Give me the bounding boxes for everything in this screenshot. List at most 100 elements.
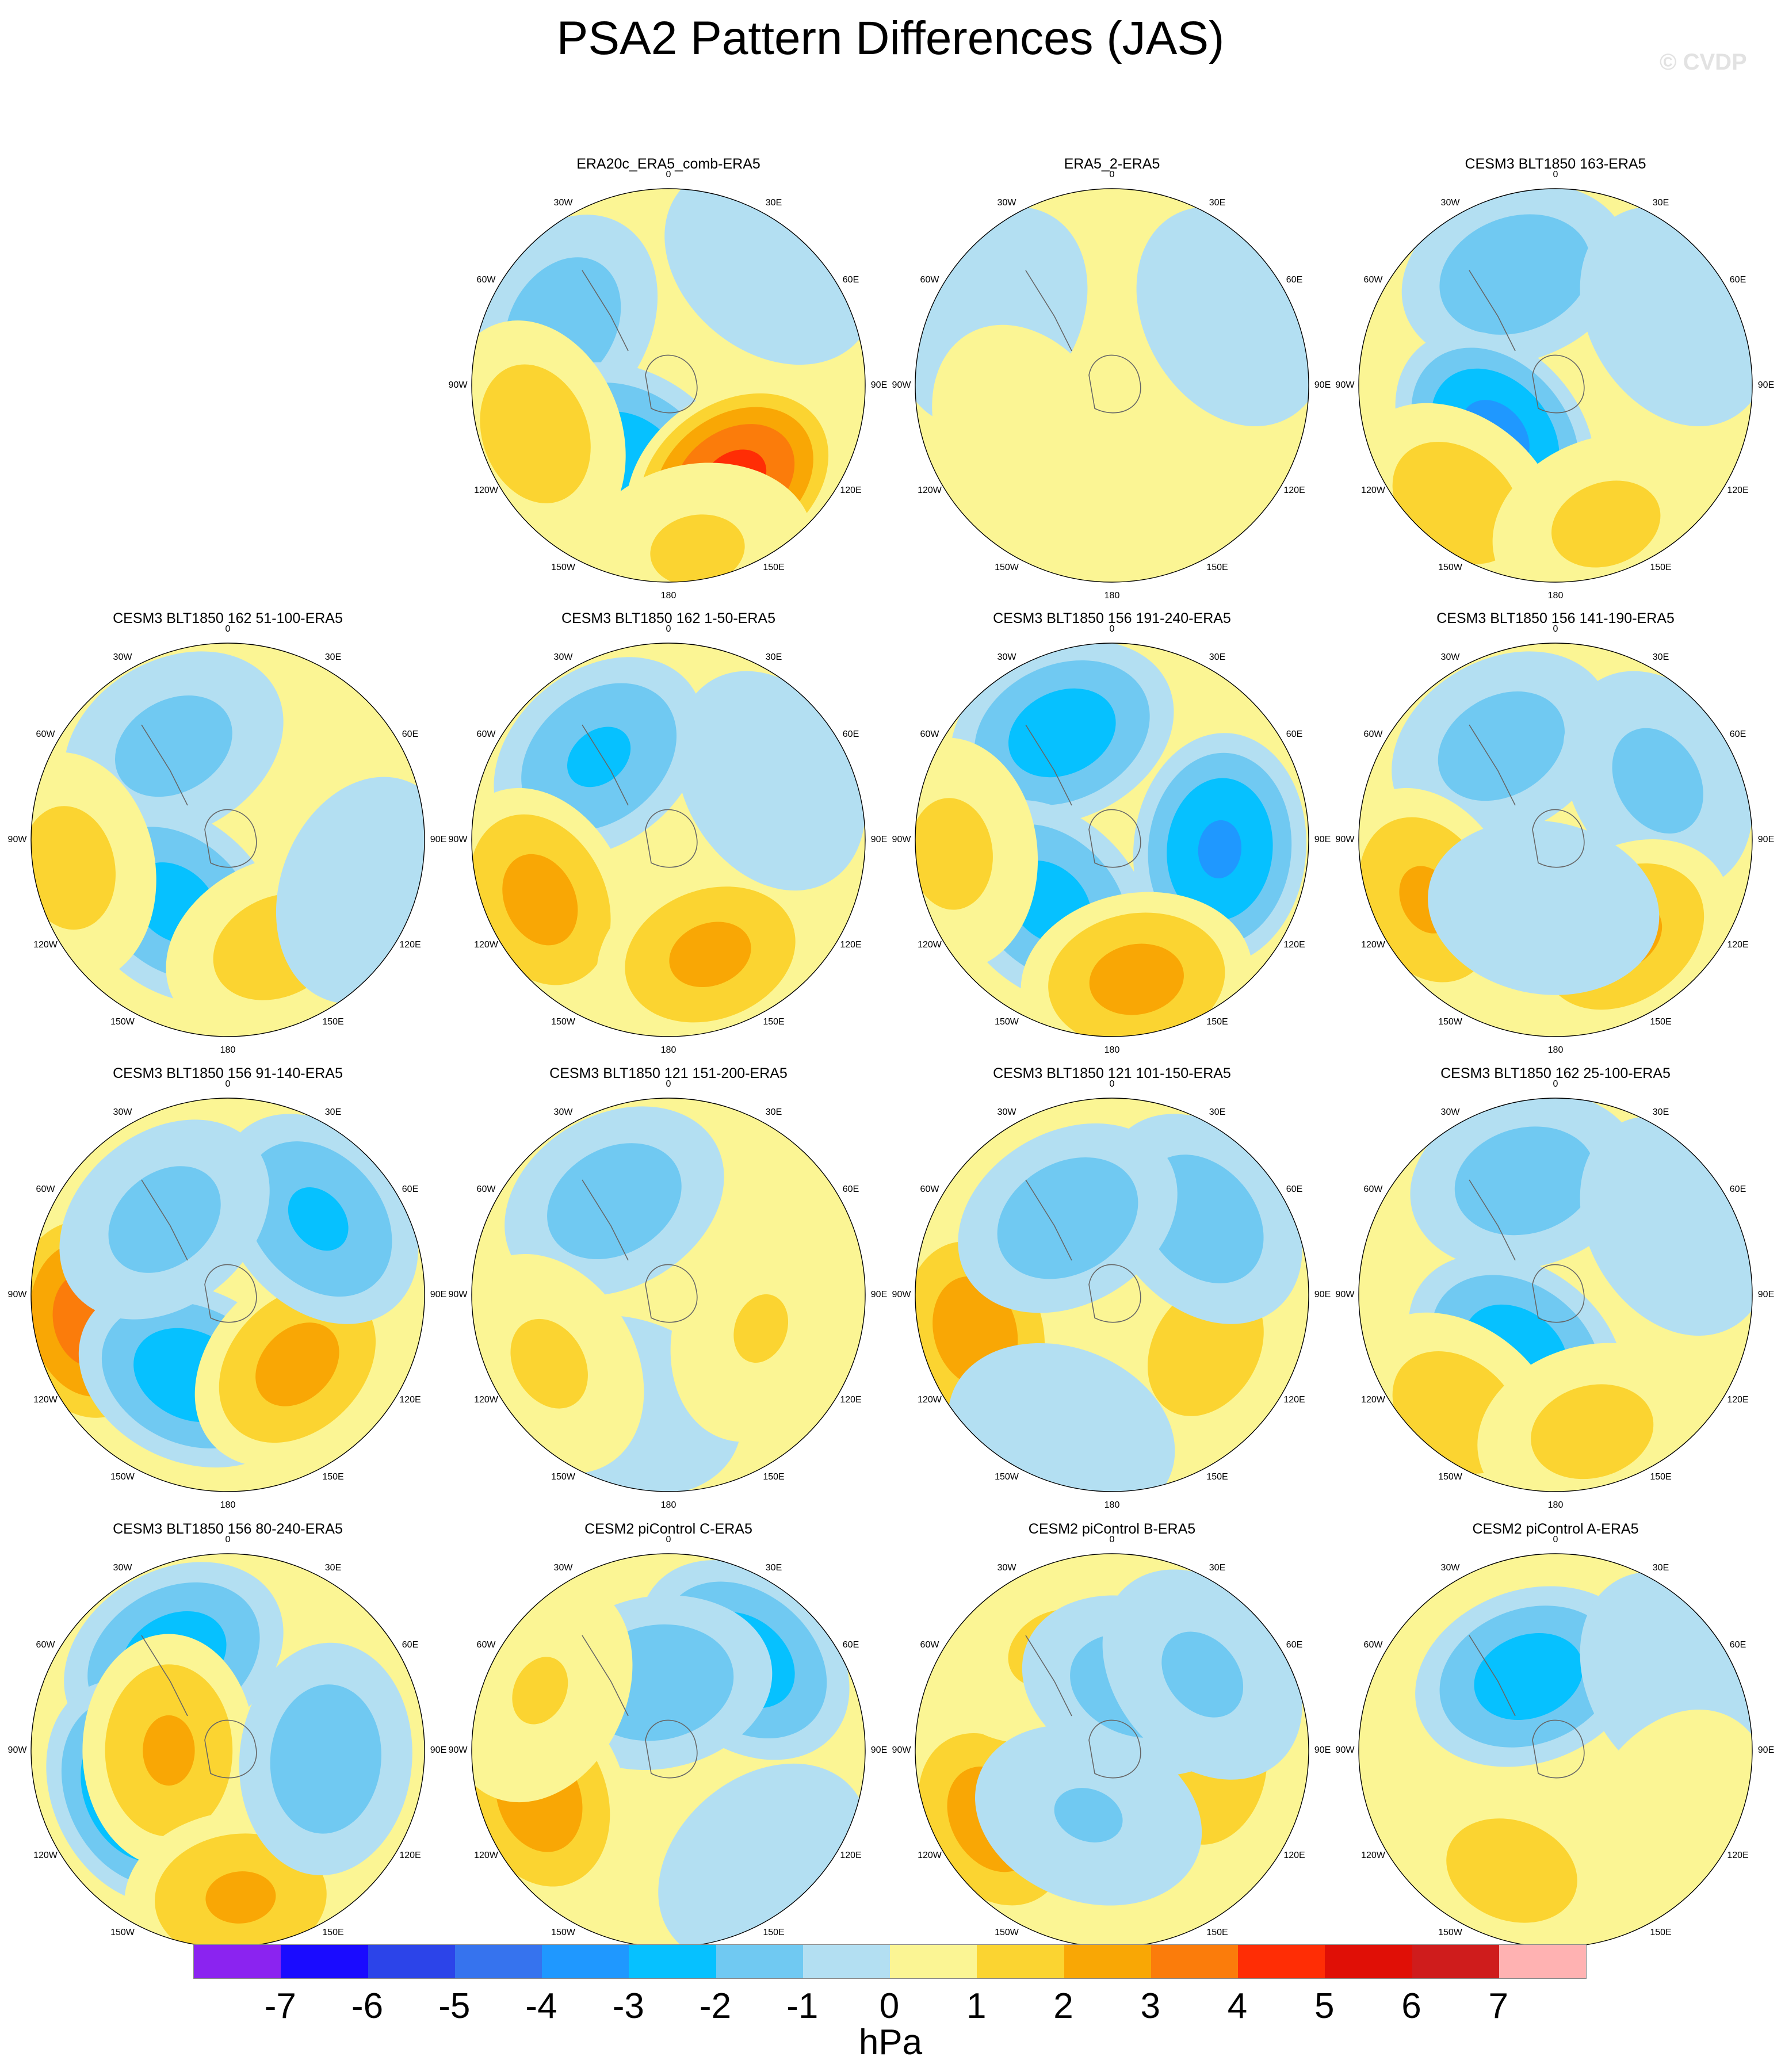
longitude-label: 150W — [110, 1472, 135, 1482]
longitude-label: 150W — [1438, 1928, 1462, 1937]
colorbar-tick-label: 1 — [966, 1986, 987, 2026]
longitude-label: 180 — [220, 1045, 236, 1055]
longitude-label: 0 — [666, 170, 671, 179]
map-border — [471, 1098, 866, 1492]
longitude-label: 120E — [840, 1395, 862, 1405]
colorbar-swatch — [1238, 1945, 1325, 1978]
antarctica-coastline — [1088, 1719, 1141, 1779]
longitude-label: 120E — [1283, 1395, 1305, 1405]
map-border — [471, 188, 866, 583]
polar-map — [471, 1553, 866, 1948]
longitude-label: 30E — [324, 652, 342, 662]
longitude-label: 150E — [763, 563, 785, 572]
contour-fill — [932, 324, 1122, 545]
longitude-label: 90W — [448, 835, 468, 844]
page-title: PSA2 Pattern Differences (JAS) — [556, 12, 1225, 64]
longitude-label: 90W — [7, 1290, 27, 1299]
longitude-label: 90W — [448, 1745, 468, 1755]
longitude-label: 120W — [918, 940, 942, 950]
longitude-label: 30W — [997, 198, 1016, 208]
longitude-label: 30E — [765, 1107, 782, 1117]
longitude-label: 0 — [1553, 1079, 1558, 1089]
longitude-label: 150E — [1650, 1017, 1672, 1027]
longitude-label: 90E — [430, 1745, 447, 1755]
longitude-label: 30E — [1652, 198, 1669, 208]
antarctica-coastline — [1088, 1264, 1141, 1323]
longitude-label: 120W — [918, 1395, 942, 1405]
longitude-label: 150W — [995, 1017, 1019, 1027]
contour-fill — [547, 1143, 682, 1259]
polar-map — [915, 1553, 1309, 1948]
longitude-label: 180 — [660, 1045, 677, 1055]
longitude-label: 60E — [842, 1640, 859, 1650]
longitude-label: 60E — [402, 1640, 419, 1650]
contour-fill — [480, 364, 591, 503]
longitude-label: 150W — [110, 1017, 135, 1027]
longitude-label: 60W — [36, 1640, 55, 1650]
longitude-label: 90E — [1314, 1745, 1331, 1755]
longitude-label: 180 — [1547, 591, 1564, 601]
south-america-coastline — [1469, 724, 1516, 806]
south-america-coastline — [141, 1179, 188, 1261]
longitude-label: 90W — [1335, 1745, 1355, 1755]
longitude-label: 150W — [995, 563, 1019, 572]
longitude-label: 90E — [1314, 1290, 1331, 1299]
longitude-label: 90W — [892, 380, 911, 390]
map-border — [30, 643, 425, 1037]
contour-fill — [31, 806, 116, 930]
panel-title: CESM3 BLT1850 163-ERA5 — [1465, 156, 1646, 172]
longitude-label: 30W — [997, 1107, 1016, 1117]
longitude-label: 120W — [474, 940, 498, 950]
longitude-label: 120E — [840, 485, 862, 495]
longitude-label: 120W — [1361, 1851, 1385, 1860]
longitude-label: 0 — [666, 1079, 671, 1089]
panel-title: CESM3 BLT1850 156 191-240-ERA5 — [993, 610, 1231, 626]
longitude-label: 30W — [1440, 1563, 1460, 1573]
longitude-label: 60W — [476, 1184, 496, 1194]
polar-map — [915, 643, 1309, 1037]
panel-title: CESM2 piControl B-ERA5 — [1028, 1521, 1196, 1537]
longitude-label: 120W — [1361, 940, 1385, 950]
polar-map — [1358, 188, 1753, 583]
colorbar-swatch — [542, 1945, 629, 1978]
longitude-label: 150E — [1650, 563, 1672, 572]
contour-fill — [510, 1318, 588, 1409]
map-border — [30, 1098, 425, 1492]
longitude-label: 120E — [840, 1851, 862, 1860]
longitude-label: 90W — [1335, 835, 1355, 844]
antarctica-coastline — [1088, 809, 1141, 868]
longitude-label: 30W — [553, 1107, 573, 1117]
longitude-label: 150E — [1206, 1472, 1228, 1482]
longitude-label: 180 — [660, 1500, 677, 1510]
polar-map — [1358, 643, 1753, 1037]
colorbar-swatch — [802, 1945, 890, 1978]
map-border — [1358, 1098, 1753, 1492]
south-america-coastline — [1469, 1635, 1516, 1717]
colorbar-swatch — [977, 1945, 1064, 1978]
colorbar-unit: hPa — [858, 2023, 923, 2062]
longitude-label: 150E — [1206, 1017, 1228, 1027]
panel-title: CESM2 piControl A-ERA5 — [1472, 1521, 1639, 1537]
longitude-label: 30E — [324, 1563, 342, 1573]
colorbar-tick-label: 3 — [1140, 1986, 1161, 2026]
longitude-label: 60W — [476, 1640, 496, 1650]
longitude-label: 60W — [36, 729, 55, 739]
longitude-label: 150W — [1438, 1017, 1462, 1027]
map-border — [915, 1098, 1309, 1492]
contour-fill — [1454, 1126, 1596, 1236]
longitude-label: 180 — [1547, 1045, 1564, 1055]
longitude-label: 30E — [1209, 652, 1226, 662]
longitude-label: 120E — [1283, 485, 1305, 495]
longitude-label: 180 — [1104, 1500, 1120, 1510]
longitude-label: 30E — [324, 1107, 342, 1117]
longitude-label: 120E — [1727, 940, 1749, 950]
longitude-label: 60E — [1286, 1640, 1303, 1650]
contour-fill — [1446, 1818, 1577, 1923]
contour-fill — [1008, 688, 1116, 778]
panel-title: CESM3 BLT1850 121 101-150-ERA5 — [993, 1065, 1231, 1081]
longitude-label: 60E — [1729, 729, 1746, 739]
colorbar-tick-label: -2 — [699, 1986, 732, 2026]
colorbar-tick-label: 4 — [1227, 1986, 1248, 2026]
longitude-label: 180 — [1104, 591, 1120, 601]
longitude-label: 60E — [842, 1184, 859, 1194]
